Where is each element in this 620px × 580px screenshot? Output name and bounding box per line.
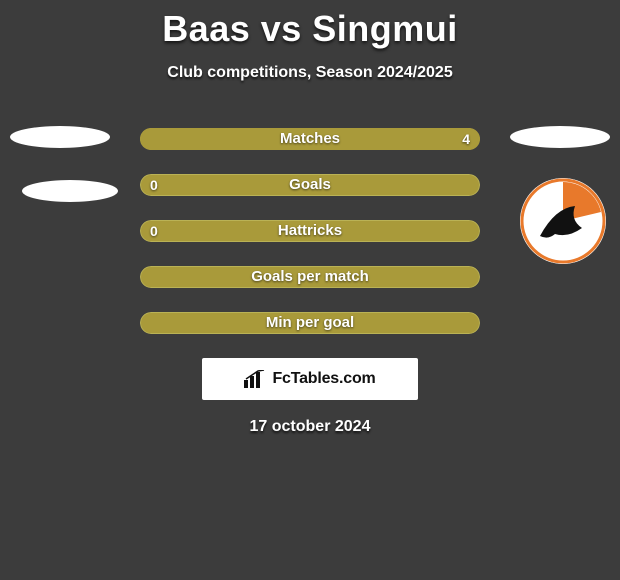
bar-value-right: 4 — [462, 128, 470, 150]
page-title: Baas vs Singmui — [0, 8, 620, 50]
bar-label: Goals — [140, 174, 480, 196]
page-subtitle: Club competitions, Season 2024/2025 — [0, 64, 620, 82]
bar-label: Goals per match — [140, 266, 480, 288]
player-left-placeholder-1 — [10, 126, 110, 148]
bar-value-left: 0 — [150, 220, 158, 242]
comparison-card: Baas vs Singmui Club competitions, Seaso… — [0, 0, 620, 580]
bar-label: Hattricks — [140, 220, 480, 242]
brand-text: FcTables.com — [272, 370, 375, 388]
stat-bar-hattricks: Hattricks0 — [140, 220, 480, 242]
stat-bar-goals: Goals0 — [140, 174, 480, 196]
chiangrai-badge-icon — [520, 178, 606, 264]
bar-label: Matches — [140, 128, 480, 150]
player-left-placeholder-2 — [22, 180, 118, 202]
footer-date: 17 october 2024 — [0, 418, 620, 436]
club-badge-right — [520, 178, 606, 264]
bar-value-left: 0 — [150, 174, 158, 196]
bars-icon — [244, 370, 266, 388]
stat-bar-mpg: Min per goal — [140, 312, 480, 334]
bar-label: Min per goal — [140, 312, 480, 334]
brand-box[interactable]: FcTables.com — [202, 358, 418, 400]
stat-bar-gpm: Goals per match — [140, 266, 480, 288]
stat-bar-matches: Matches4 — [140, 128, 480, 150]
player-right-placeholder-1 — [510, 126, 610, 148]
